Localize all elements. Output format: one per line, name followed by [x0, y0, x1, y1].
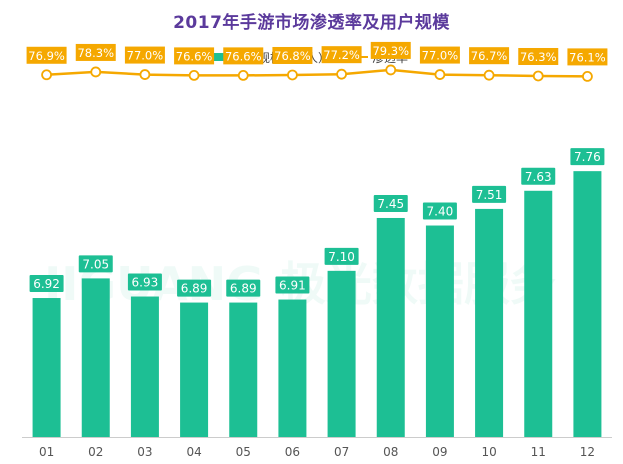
line-label-bg-08 — [370, 41, 411, 59]
line-label-bg-12 — [567, 48, 608, 66]
line-label-bg-11 — [518, 47, 559, 65]
bar-label-bg-04 — [177, 279, 212, 297]
bar-value-label-07: 7.10 — [328, 250, 355, 264]
bar-05 — [229, 302, 258, 437]
bar-label-bg-09 — [422, 202, 457, 220]
line-value-label-09: 77.0% — [422, 49, 459, 63]
line-label-bg-09 — [419, 46, 460, 64]
bar-label-bg-10 — [472, 185, 507, 203]
line-value-label-08: 79.3% — [372, 44, 409, 58]
bar-12 — [573, 171, 602, 437]
bar-11 — [524, 190, 553, 437]
line-point-02 — [90, 66, 102, 78]
line-point-08 — [385, 64, 397, 76]
line-value-label-02: 78.3% — [77, 46, 114, 60]
x-tick-label-04: 04 — [186, 445, 201, 459]
bar-10 — [475, 208, 504, 437]
line-value-label-10: 76.7% — [471, 49, 508, 63]
line-point-05 — [237, 69, 249, 81]
line-point-11 — [532, 70, 544, 82]
bar-value-label-11: 7.63 — [525, 170, 552, 184]
line-label-bg-05 — [223, 47, 264, 65]
x-tick-label-07: 07 — [334, 445, 349, 459]
x-tick-label-11: 11 — [531, 445, 546, 459]
line-value-label-12: 76.1% — [569, 50, 606, 64]
x-tick-label-01: 01 — [39, 445, 54, 459]
bar-07 — [327, 270, 356, 437]
bar-value-label-10: 7.51 — [476, 188, 503, 202]
bar-04 — [180, 302, 209, 437]
x-tick-label-02: 02 — [88, 445, 103, 459]
x-tick-label-10: 10 — [481, 445, 496, 459]
chart-title: 2017年手游市场渗透率及用户规模 — [173, 13, 450, 33]
line-point-06 — [287, 69, 298, 81]
line-label-bg-10 — [469, 47, 510, 65]
line-label-bg-04 — [174, 47, 215, 65]
bar-value-label-08: 7.45 — [377, 197, 404, 211]
line-point-12 — [582, 70, 593, 82]
line-label-bg-01 — [26, 46, 67, 64]
line-value-label-11: 76.3% — [520, 50, 557, 64]
bar-value-label-05: 6.89 — [230, 282, 257, 296]
bar-06 — [278, 299, 307, 437]
line-value-label-05: 76.6% — [225, 49, 262, 63]
bar-label-bg-12 — [570, 148, 605, 166]
x-tick-label-06: 06 — [285, 445, 300, 459]
bar-value-label-01: 6.92 — [33, 277, 60, 291]
bar-08 — [376, 217, 405, 437]
x-tick-label-09: 09 — [432, 445, 447, 459]
bar-label-bg-06 — [275, 276, 310, 294]
line-point-04 — [188, 69, 200, 81]
line-label-bg-03 — [124, 46, 165, 64]
bar-value-label-02: 7.05 — [82, 257, 109, 271]
bar-label-bg-08 — [373, 194, 408, 212]
line-value-label-03: 77.0% — [127, 49, 164, 63]
bar-09 — [425, 225, 454, 437]
bar-02 — [81, 278, 110, 437]
line-value-label-04: 76.6% — [176, 49, 213, 63]
bar-value-label-06: 6.91 — [279, 279, 306, 293]
line-point-07 — [336, 68, 347, 80]
x-tick-label-03: 03 — [137, 445, 152, 459]
line-point-01 — [41, 69, 52, 81]
x-tick-label-08: 08 — [383, 445, 398, 459]
penetration-line — [46, 68, 588, 78]
x-tick-label-05: 05 — [236, 445, 251, 459]
bar-label-bg-01 — [29, 275, 64, 293]
line-label-bg-07 — [321, 46, 362, 64]
bar-label-bg-02 — [78, 255, 113, 273]
bar-value-label-04: 6.89 — [181, 282, 208, 296]
line-label-bg-06 — [272, 46, 313, 64]
line-value-label-01: 76.9% — [28, 49, 65, 63]
bar-label-bg-07 — [324, 247, 359, 265]
bar-value-label-12: 7.76 — [574, 150, 601, 164]
bar-01 — [32, 298, 61, 437]
bar-label-bg-03 — [127, 273, 162, 291]
bar-value-label-09: 7.40 — [427, 205, 454, 219]
line-value-label-07: 77.2% — [323, 48, 360, 62]
bar-03 — [130, 296, 159, 437]
bar-label-bg-05 — [226, 279, 261, 297]
bar-value-label-03: 6.93 — [132, 276, 159, 290]
bar-label-bg-11 — [521, 167, 556, 185]
line-point-10 — [483, 69, 495, 81]
line-point-03 — [139, 69, 151, 80]
legend-bar-swatch — [208, 53, 230, 61]
line-value-label-06: 76.8% — [274, 49, 311, 63]
line-label-bg-02 — [75, 43, 116, 61]
x-tick-label-12: 12 — [580, 445, 595, 459]
line-point-09 — [434, 69, 446, 80]
